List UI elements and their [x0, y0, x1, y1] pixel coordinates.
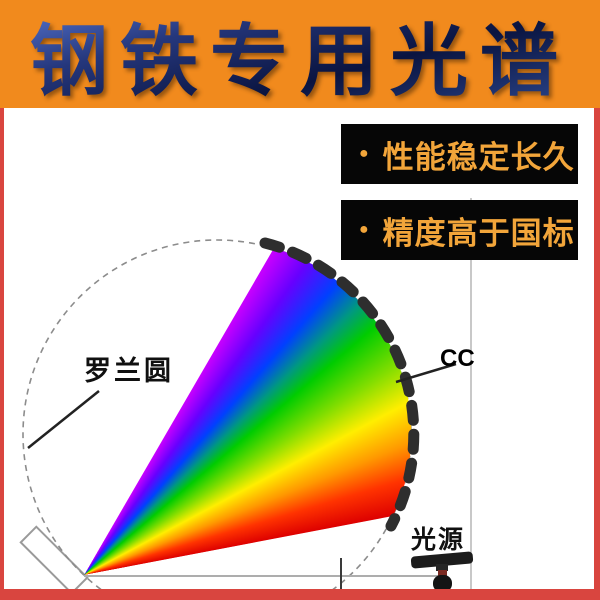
rowland-pointer-line — [27, 390, 100, 449]
diagram-stage: 罗兰圆 CC 光源 — [4, 108, 594, 589]
rowland-circle-label: 罗兰圆 — [84, 356, 174, 386]
content-area: 罗兰圆 CC 光源 ● — [0, 108, 600, 600]
feature-badge-1-label: 性能稳定长久 — [382, 139, 575, 175]
diagram-over-layer: 罗兰圆 CC 光源 — [27, 237, 475, 589]
bullet-icon: ● — [359, 221, 369, 238]
header-banner: 钢铁专用光谱 — [0, 0, 600, 108]
bullet-icon: ● — [359, 145, 369, 162]
light-source-label: 光源 — [410, 526, 465, 554]
grating-rect — [19, 525, 89, 589]
ccd-detector-arc — [259, 237, 420, 532]
feature-badge-2-label: 精度高于国标 — [382, 215, 575, 251]
feature-badge-1: ● 性能稳定长久 — [341, 124, 578, 184]
light-source-icon — [410, 551, 474, 589]
diagram-under-layer — [19, 198, 472, 589]
ccd-pointer-line — [395, 362, 457, 384]
ccd-label: CC — [440, 345, 475, 372]
feature-badge-2: ● 精度高于国标 — [341, 200, 578, 260]
page-title: 钢铁专用光谱 — [30, 0, 570, 111]
